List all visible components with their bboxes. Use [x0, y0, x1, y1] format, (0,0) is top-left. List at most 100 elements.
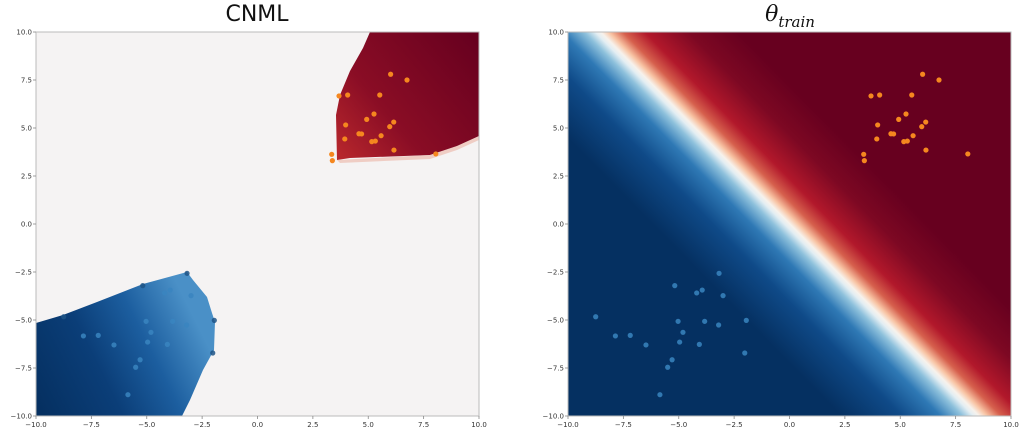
right-scatter — [593, 71, 971, 398]
y-tick-label: −2.5 — [15, 269, 32, 277]
right-plot-title-main: θ — [765, 0, 782, 27]
class-0-point — [137, 357, 143, 363]
x-tick-label: −2.5 — [726, 421, 743, 429]
x-tick-label: 10.0 — [1003, 421, 1019, 429]
class-0-point — [145, 339, 151, 345]
left-scatter — [61, 71, 439, 398]
x-tick-label: −10.0 — [25, 421, 46, 429]
right-x-ticks: −10.0 −7.5 −5.0 −2.5 0.0 2.5 5.0 7.5 10.0 — [557, 416, 1019, 429]
x-tick-label: 5.0 — [895, 421, 906, 429]
class-0-point — [743, 317, 749, 323]
class-0-point — [696, 341, 702, 347]
class-0-point — [211, 317, 217, 323]
class-0-point — [61, 314, 67, 320]
y-tick-label: −10.0 — [543, 413, 564, 421]
class-1-point — [377, 92, 383, 98]
class-1-point — [343, 122, 349, 128]
y-tick-label: −5.0 — [547, 317, 564, 325]
right-plot-heatmap — [568, 32, 1011, 416]
class-1-point — [371, 111, 377, 117]
y-tick-label: 2.5 — [553, 173, 564, 181]
right-plot: −10.0 −7.5 −5.0 −2.5 0.0 2.5 5.0 7.5 10.0 10.0 7.… — [543, 29, 1019, 430]
x-tick-label: −5.0 — [670, 421, 687, 429]
class-1-point — [923, 147, 929, 153]
blue-confident-region — [36, 272, 215, 416]
x-tick-label: 7.5 — [418, 421, 429, 429]
class-1-point — [359, 131, 365, 137]
y-tick-label: 5.0 — [553, 125, 564, 133]
class-0-point — [111, 342, 117, 348]
class-0-point — [669, 357, 675, 363]
class-0-point — [699, 287, 705, 293]
class-1-point — [391, 147, 397, 153]
class-1-point — [861, 158, 867, 164]
red-region-fringe — [337, 136, 479, 163]
x-tick-label: 2.5 — [307, 421, 318, 429]
class-1-point — [891, 131, 897, 137]
class-0-point — [675, 318, 681, 324]
class-1-point — [868, 93, 874, 99]
x-tick-label: 2.5 — [839, 421, 850, 429]
y-tick-label: 10.0 — [548, 29, 564, 37]
left-plot: −10.0 −7.5 −5.0 −2.5 0.0 2.5 5.0 7.5 10.0 10.0 7.… — [11, 29, 487, 430]
left-y-ticks: 10.0 7.5 5.0 2.5 0.0 −2.5 −5.0 −7.5 −10.0 — [11, 29, 36, 421]
class-0-point — [184, 270, 190, 276]
x-tick-label: 10.0 — [471, 421, 487, 429]
class-0-point — [665, 364, 671, 370]
class-0-point — [742, 350, 748, 356]
class-0-point — [162, 290, 168, 296]
class-0-point — [680, 329, 686, 335]
class-0-point — [188, 293, 194, 299]
x-tick-label: 0.0 — [784, 421, 795, 429]
left-x-ticks: −10.0 −7.5 −5.0 −2.5 0.0 2.5 5.0 7.5 10.0 — [25, 416, 487, 429]
y-tick-label: −7.5 — [547, 365, 564, 373]
class-1-point — [904, 138, 910, 144]
class-0-point — [627, 332, 633, 338]
class-0-point — [702, 318, 708, 324]
class-1-point — [877, 92, 883, 98]
class-0-point — [657, 392, 663, 398]
class-0-point — [164, 341, 170, 347]
class-1-point — [861, 151, 867, 157]
class-1-point — [378, 133, 384, 139]
y-tick-label: 7.5 — [553, 77, 564, 85]
class-1-point — [329, 151, 335, 157]
class-1-point — [342, 136, 348, 142]
x-tick-label: −7.5 — [615, 421, 632, 429]
y-tick-label: −10.0 — [11, 413, 32, 421]
y-tick-label: −2.5 — [547, 269, 564, 277]
class-1-point — [372, 138, 378, 144]
y-tick-label: −7.5 — [15, 365, 32, 373]
class-0-point — [167, 287, 173, 293]
class-0-point — [133, 364, 139, 370]
class-1-point — [919, 124, 925, 130]
class-1-point — [345, 92, 351, 98]
class-1-point — [920, 71, 926, 77]
class-0-point — [80, 333, 87, 339]
x-tick-label: 0.0 — [252, 421, 263, 429]
class-1-point — [896, 116, 902, 122]
class-1-point — [923, 119, 929, 125]
x-tick-label: 7.5 — [950, 421, 961, 429]
class-1-point — [388, 71, 394, 77]
class-1-point — [404, 77, 410, 83]
class-0-point — [694, 290, 700, 296]
x-tick-label: −7.5 — [83, 421, 100, 429]
y-tick-label: 0.0 — [553, 221, 564, 229]
class-1-point — [903, 111, 909, 117]
class-0-point — [672, 283, 678, 289]
class-0-point — [95, 332, 101, 338]
class-0-point — [184, 322, 190, 328]
x-tick-label: −2.5 — [194, 421, 211, 429]
y-tick-label: −5.0 — [15, 317, 32, 325]
x-tick-label: 5.0 — [363, 421, 374, 429]
class-0-point — [148, 329, 154, 335]
class-1-point — [329, 158, 335, 164]
class-0-point — [143, 318, 149, 324]
class-1-point — [336, 93, 342, 99]
red-confident-region — [336, 32, 479, 160]
class-0-point — [210, 350, 216, 356]
left-plot-title: CNML — [225, 2, 289, 27]
y-tick-label: 10.0 — [16, 29, 32, 37]
